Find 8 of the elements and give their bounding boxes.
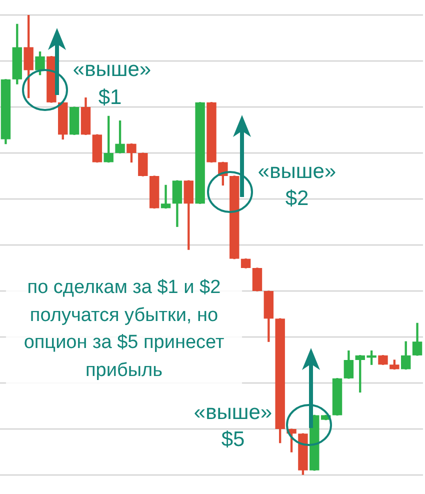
- annotation: «выше»: [72, 57, 152, 83]
- annotation: $2: [284, 186, 310, 212]
- annotation: по сделкам за $1 и $2 получатся убытки, но опцион за $5 принесет прибыль: [6, 274, 242, 384]
- annotation: «выше»: [256, 159, 338, 185]
- candlestick: [160, 184, 171, 209]
- annotation: $5: [220, 427, 246, 453]
- annotation: $1: [97, 85, 123, 111]
- annotation: «выше»: [192, 400, 274, 426]
